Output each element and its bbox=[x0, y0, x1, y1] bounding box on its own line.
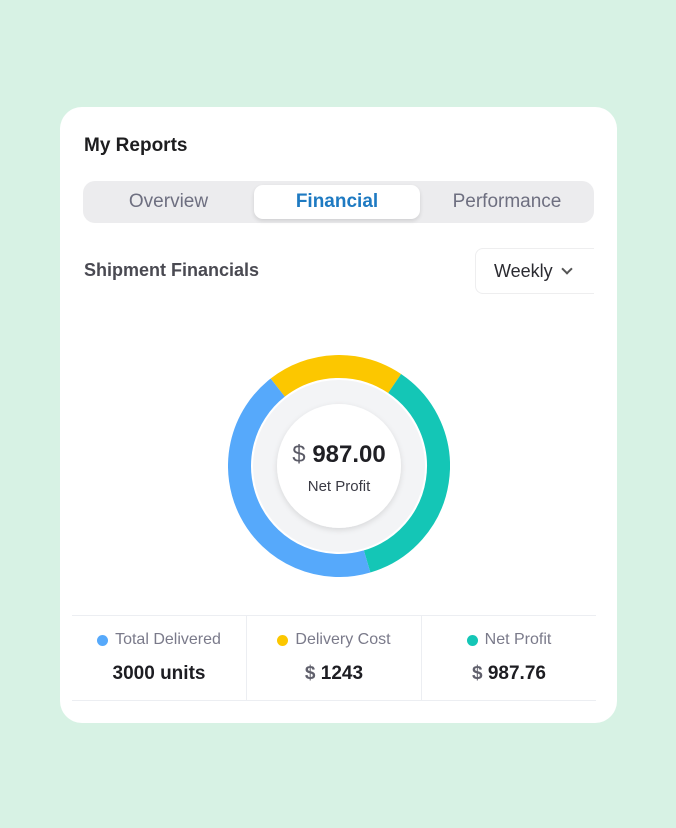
donut-center: $ 987.00 Net Profit bbox=[259, 386, 419, 546]
reports-card: My Reports Overview Financial Performanc… bbox=[60, 107, 617, 723]
stat-value: $ 987.76 bbox=[472, 663, 546, 684]
stat-label: Net Profit bbox=[484, 631, 552, 648]
stat-label: Total Delivered bbox=[115, 631, 221, 648]
stat-value: $ 1243 bbox=[304, 663, 364, 684]
center-disc bbox=[277, 404, 401, 528]
donut-segment-net-profit bbox=[363, 373, 450, 573]
section-title: Shipment Financials bbox=[84, 260, 260, 280]
donut-segment-delivery-cost bbox=[270, 355, 402, 397]
stat-label: Delivery Cost bbox=[295, 631, 391, 648]
tab-bar: Overview Financial Performance bbox=[83, 181, 594, 223]
stat-total-delivered: Total Delivered 3000 units bbox=[72, 616, 246, 700]
page-title: My Reports bbox=[84, 135, 188, 156]
chevron-down-icon bbox=[561, 263, 573, 275]
net-profit-amount: $ 987.00 bbox=[292, 441, 386, 468]
donut-segment-total-delivered bbox=[228, 378, 371, 577]
stats-row: Total Delivered 3000 units Delivery Cost… bbox=[72, 615, 596, 701]
legend-dot-icon bbox=[97, 634, 109, 646]
legend-dot-icon bbox=[277, 634, 289, 646]
stat-net-profit: Net Profit $ 987.76 bbox=[421, 616, 596, 700]
stat-delivery-cost: Delivery Cost $ 1243 bbox=[246, 616, 421, 700]
tab-performance[interactable]: Performance bbox=[452, 191, 562, 212]
legend-dot-icon bbox=[466, 634, 478, 646]
tab-financial[interactable]: Financial bbox=[254, 185, 420, 219]
tab-overview[interactable]: Overview bbox=[128, 191, 209, 212]
net-profit-label: Net Profit bbox=[307, 478, 371, 495]
period-select-value: Weekly bbox=[494, 260, 553, 281]
period-select[interactable]: Weekly bbox=[475, 248, 594, 294]
stat-value: 3000 units bbox=[112, 663, 206, 684]
